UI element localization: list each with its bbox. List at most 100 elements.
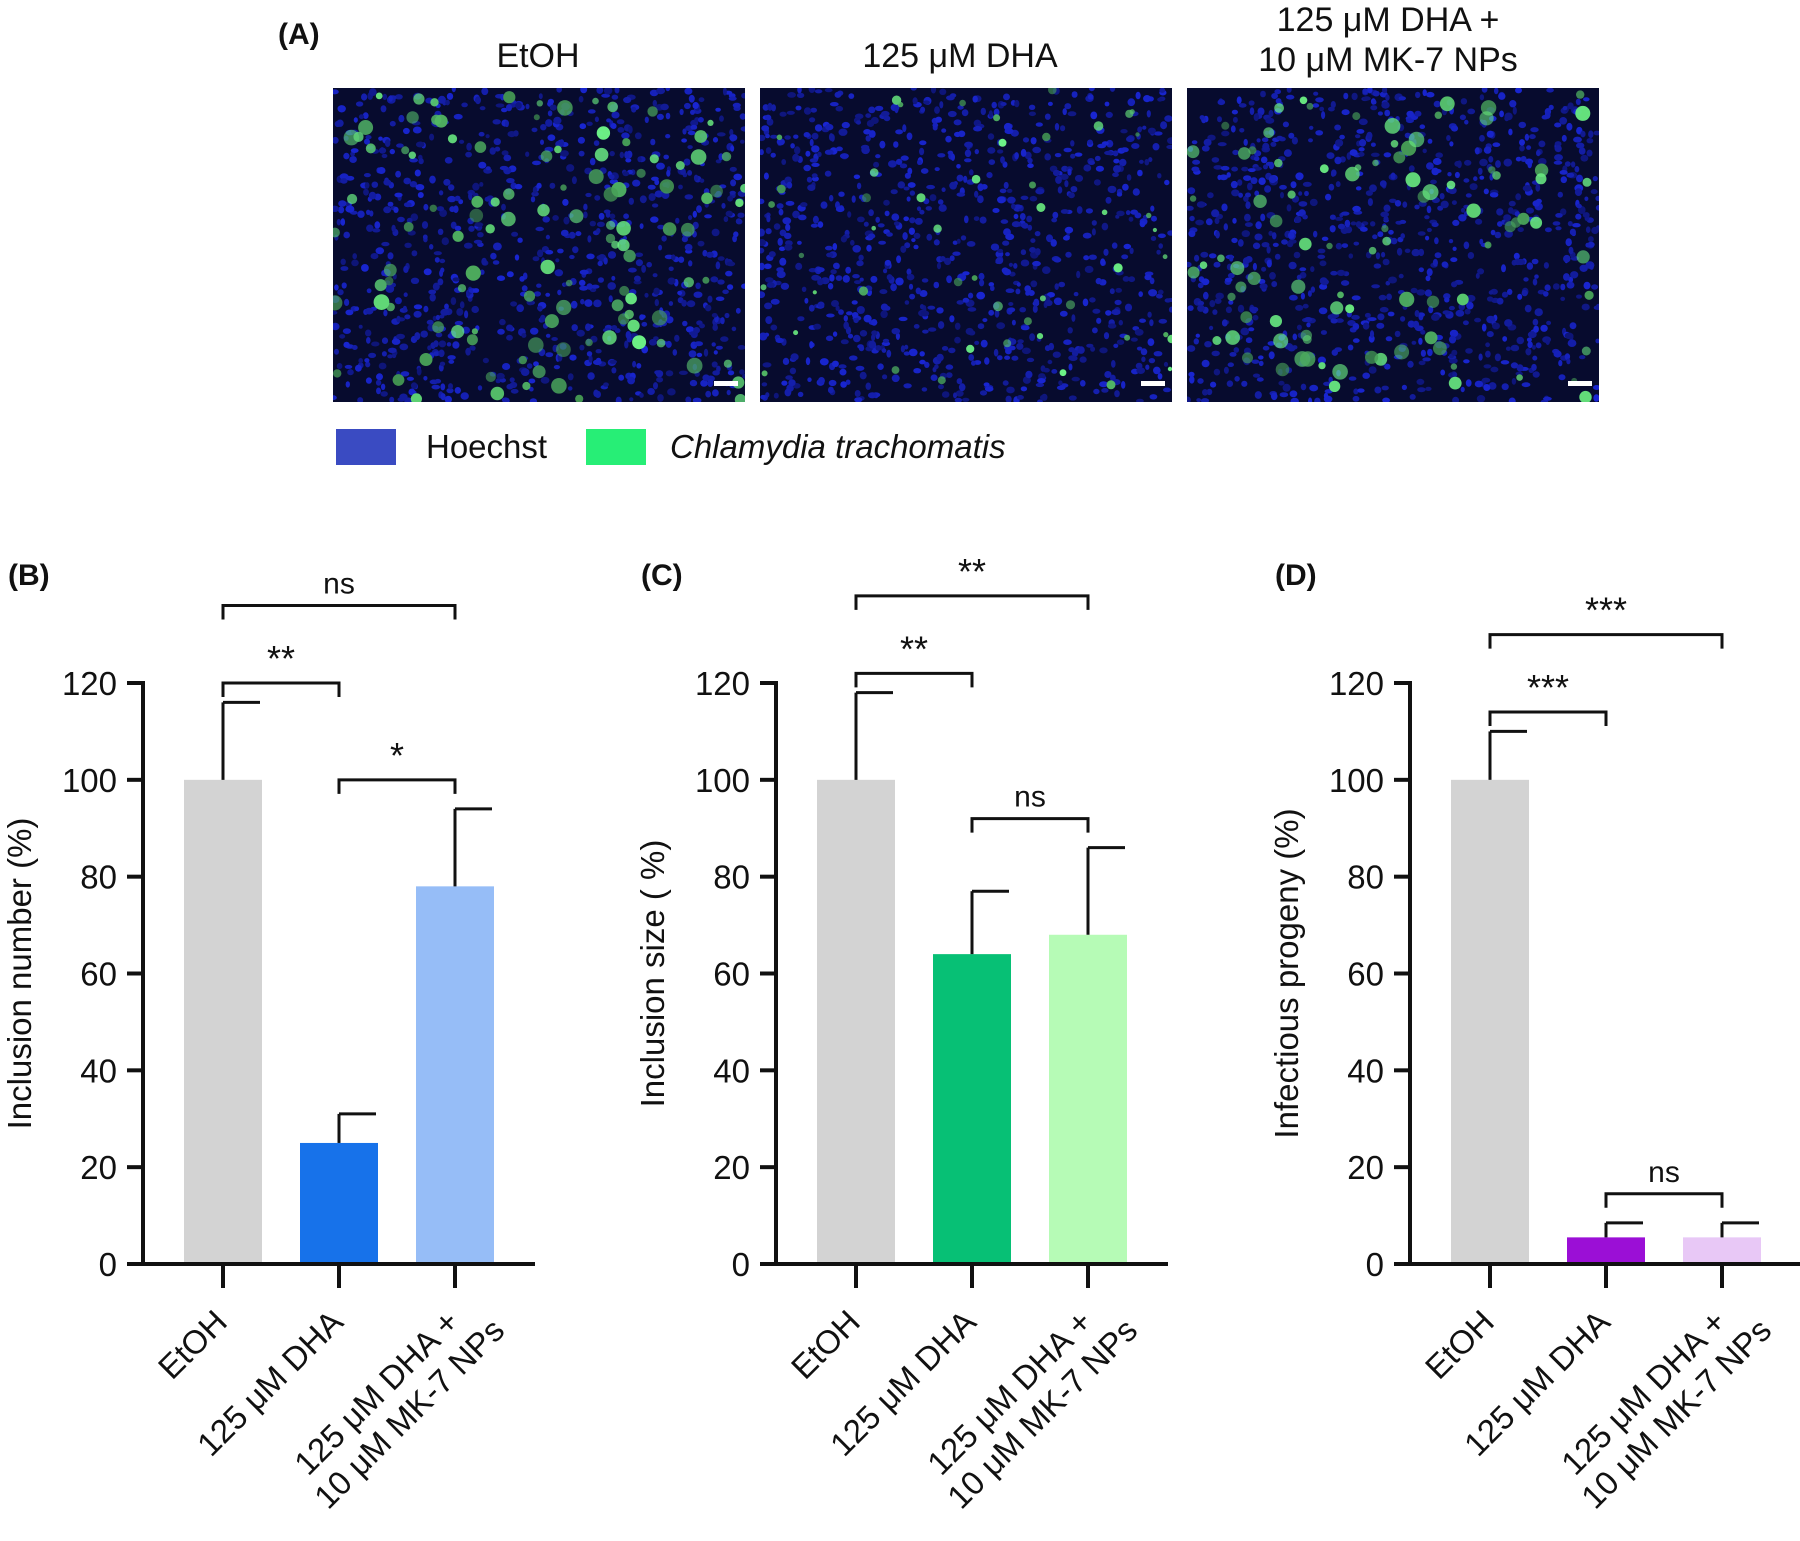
nucleus	[761, 125, 770, 132]
nucleus	[1195, 333, 1200, 338]
nucleus	[1168, 306, 1172, 313]
nucleus	[1560, 296, 1566, 301]
nucleus	[1526, 207, 1534, 214]
nucleus	[979, 216, 987, 224]
nucleus	[585, 323, 591, 331]
nucleus	[589, 157, 596, 166]
nucleus	[1488, 156, 1494, 163]
nucleus	[1201, 359, 1210, 368]
nucleus	[807, 184, 816, 191]
nucleus	[810, 107, 817, 113]
nucleus	[539, 314, 546, 323]
nucleus	[448, 383, 453, 390]
inclusion	[1408, 131, 1425, 148]
nucleus	[1481, 323, 1487, 332]
nucleus	[667, 277, 676, 285]
nucleus	[1107, 185, 1117, 194]
nucleus	[1140, 348, 1148, 356]
nucleus	[596, 228, 601, 234]
inclusion	[471, 328, 478, 335]
nucleus	[1532, 200, 1540, 207]
nucleus	[712, 324, 718, 331]
nucleus	[1247, 182, 1253, 191]
nucleus	[1247, 168, 1256, 173]
nucleus	[838, 364, 847, 369]
nucleus	[680, 168, 686, 175]
nucleus	[1531, 258, 1539, 265]
nucleus	[993, 108, 1000, 117]
nucleus	[1464, 119, 1469, 125]
nucleus	[647, 388, 655, 395]
nucleus	[915, 287, 921, 295]
nucleus	[1521, 289, 1528, 297]
nucleus	[403, 292, 408, 297]
nucleus	[432, 315, 437, 321]
y-tick-label: 40	[1347, 1052, 1384, 1089]
nucleus	[421, 221, 429, 229]
nucleus	[1417, 387, 1426, 393]
nucleus	[1426, 205, 1432, 214]
nucleus	[387, 347, 397, 353]
nucleus	[682, 320, 688, 327]
nucleus	[1563, 254, 1571, 263]
nucleus	[383, 206, 392, 214]
nucleus	[762, 362, 772, 368]
inclusion	[659, 179, 674, 194]
inclusion	[734, 394, 745, 402]
inclusion	[447, 134, 458, 144]
nucleus	[1160, 121, 1168, 130]
nucleus	[811, 132, 819, 140]
nucleus	[1252, 262, 1257, 271]
y-tick-label: 100	[62, 762, 117, 799]
nucleus	[1071, 350, 1079, 357]
nucleus	[563, 216, 570, 225]
inclusion	[1456, 293, 1469, 306]
nucleus	[1359, 139, 1367, 147]
nucleus	[735, 307, 741, 314]
nucleus	[654, 299, 659, 307]
scale-bar	[714, 381, 738, 386]
nucleus	[1136, 398, 1144, 402]
nucleus	[1348, 376, 1357, 381]
nucleus	[387, 354, 393, 359]
nucleus	[1344, 219, 1351, 228]
inclusion	[627, 319, 640, 332]
nucleus	[1137, 126, 1142, 133]
nucleus	[760, 149, 764, 156]
nucleus	[472, 288, 480, 293]
nucleus	[1053, 257, 1062, 263]
nucleus	[1230, 180, 1238, 189]
nucleus	[813, 323, 822, 330]
nucleus	[843, 315, 848, 322]
nucleus	[926, 233, 933, 241]
inclusion	[569, 209, 584, 224]
y-tick-label: 80	[80, 859, 117, 896]
nucleus	[855, 365, 865, 371]
nucleus	[1558, 374, 1566, 381]
nucleus	[956, 300, 964, 305]
nucleus	[1418, 267, 1424, 273]
nucleus	[593, 389, 599, 397]
nucleus	[841, 121, 850, 129]
micrograph-dha-mk7	[1187, 88, 1599, 402]
nucleus	[930, 88, 937, 94]
nucleus	[690, 124, 698, 130]
nucleus	[1148, 358, 1156, 364]
nucleus	[674, 334, 680, 342]
nucleus	[501, 150, 509, 156]
inclusion	[1368, 246, 1377, 255]
nucleus	[962, 271, 970, 276]
nucleus	[1401, 384, 1407, 391]
nucleus	[1250, 177, 1258, 185]
nucleus	[608, 174, 615, 180]
nucleus	[913, 368, 922, 374]
nucleus	[371, 341, 380, 347]
nucleus	[984, 386, 994, 392]
inclusion	[1382, 236, 1392, 246]
nucleus	[785, 200, 795, 206]
nucleus	[1467, 252, 1475, 259]
nucleus	[1290, 181, 1297, 189]
nucleus	[900, 345, 905, 353]
nucleus	[1203, 291, 1209, 300]
nucleus	[1261, 266, 1267, 272]
